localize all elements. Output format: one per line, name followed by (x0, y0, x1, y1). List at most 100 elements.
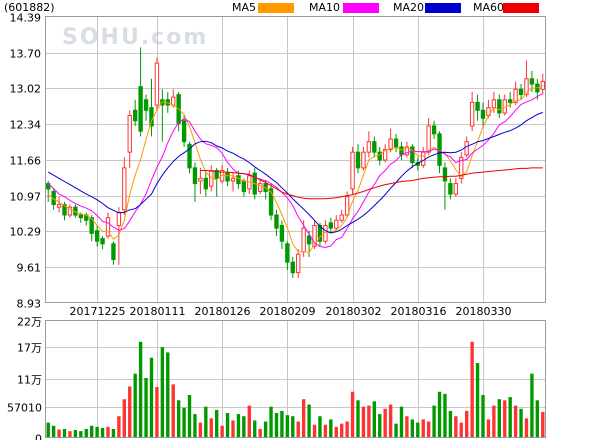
volume-bar (62, 428, 67, 438)
legend-ma5-swatch (258, 3, 294, 13)
candle-down (328, 222, 334, 229)
candle-up (459, 156, 464, 179)
volume-panel-frame (45, 320, 546, 438)
candle-down (306, 235, 312, 245)
legend-ma10-label: MA10 (309, 1, 340, 14)
ma60-line (200, 167, 543, 200)
candle-down (279, 225, 285, 242)
legend-ma20-label: MA20 (393, 1, 424, 14)
volume-bar (106, 426, 110, 438)
volume-bar (122, 399, 126, 438)
volume-bar (285, 415, 290, 438)
volume-bar (345, 421, 349, 438)
volume-bar (128, 386, 132, 438)
candle-down (285, 243, 290, 263)
candle-up (257, 183, 263, 192)
candle-up (301, 227, 306, 253)
volume-bar (209, 418, 213, 438)
candle-down (268, 188, 274, 216)
volume-bar (481, 394, 485, 438)
volume-bar (443, 393, 447, 438)
candle-down (143, 99, 149, 111)
candle-up (426, 125, 431, 153)
candle-down (355, 151, 361, 169)
candle-down (448, 183, 453, 195)
date-tick-label: 20180111 (130, 305, 186, 318)
volume-bar (90, 425, 94, 438)
volume-bar (225, 413, 230, 438)
volume-bar (117, 416, 121, 438)
volume-bar (291, 416, 295, 438)
candle-up (513, 88, 518, 103)
candle-down (62, 204, 67, 216)
volume-bar (95, 426, 99, 438)
volume-bar (220, 425, 224, 438)
price-y-axis: 14.39 13.70 13.02 12.34 11.66 10.97 10.29 9.61 8… (10, 12, 42, 311)
candle-down (377, 151, 382, 161)
volume-bar (470, 341, 474, 438)
ma20-line (47, 111, 543, 234)
volume-bar (312, 424, 317, 438)
candle-up (154, 62, 160, 106)
candle-up (502, 99, 507, 114)
date-tick-label: 20180316 (391, 305, 447, 318)
volume-bar (475, 363, 480, 438)
candle-up (56, 204, 62, 208)
candle-down (393, 138, 399, 148)
volume-bar (421, 419, 425, 438)
candle-up (230, 177, 236, 182)
candle-down (78, 214, 84, 219)
volume-bar (541, 411, 545, 438)
volume-bar (405, 416, 409, 438)
candle-down (89, 217, 94, 234)
candle-down (410, 146, 415, 164)
volume-bar (524, 418, 529, 438)
volume-bar (269, 406, 273, 438)
volume-y-axis: 22万 17万 11万 57010 0 (7, 316, 42, 440)
volume-bar (258, 428, 262, 438)
candle-up (296, 253, 301, 274)
volume-bar (378, 414, 382, 438)
legend-ma5-label: MA5 (232, 1, 256, 14)
candle-up (524, 78, 529, 96)
volume-bar (503, 400, 507, 438)
candle-down (431, 125, 437, 135)
volume-bar (399, 406, 404, 438)
price-tick-label: 11.66 (10, 155, 42, 168)
volume-bar (236, 414, 241, 438)
volume-bar (318, 416, 322, 438)
candle-up (540, 80, 545, 90)
candle-up (312, 225, 317, 247)
candle-down (225, 172, 230, 182)
volume-bar (356, 400, 360, 438)
candle-down (236, 175, 241, 185)
volume-bar (84, 428, 88, 438)
volume-bar (530, 373, 534, 438)
price-tick-label: 10.97 (10, 191, 42, 204)
candle-down (475, 101, 480, 111)
candle-up (171, 96, 176, 106)
volume-bar (68, 431, 72, 438)
price-tick-label: 13.70 (10, 48, 42, 61)
volume-tick-label: 17万 (17, 342, 42, 355)
volume-bar (459, 422, 463, 438)
volume-bar (46, 422, 50, 438)
volume-bar (133, 373, 137, 438)
volume-bar (307, 404, 311, 438)
candle-up (127, 115, 132, 153)
candle-down (132, 109, 138, 122)
volume-tick-label: 22万 (17, 316, 42, 329)
volume-tick-label: 0 (35, 433, 42, 440)
volume-bar (367, 405, 371, 438)
legend-ma60-label: MA60 (473, 1, 504, 14)
volume-bar (334, 426, 338, 438)
candle-up (334, 219, 339, 229)
volume-bar (198, 422, 203, 438)
volume-bar (204, 406, 208, 438)
price-tick-label: 8.93 (17, 298, 42, 311)
candle-down (100, 238, 105, 245)
volume-bar (51, 425, 56, 438)
volume-bar (535, 400, 540, 438)
stock-symbol: (601882) (4, 1, 55, 14)
volume-bar (340, 423, 344, 438)
